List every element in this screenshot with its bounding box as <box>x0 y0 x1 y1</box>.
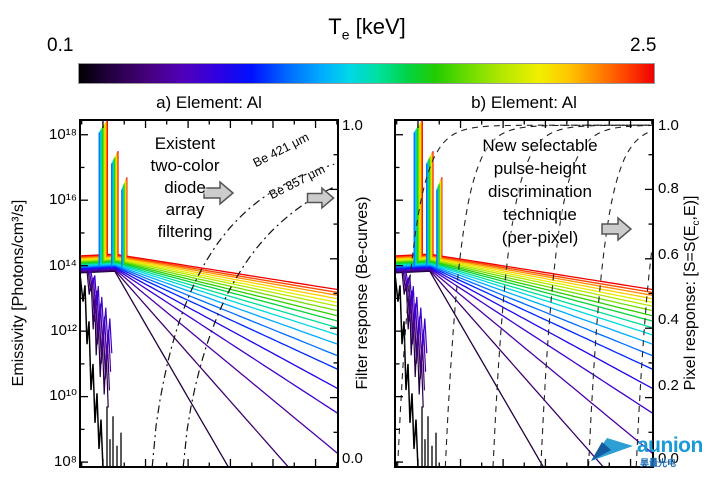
annotation-line: New selectable <box>482 136 598 155</box>
panel-b-annotation: New selectable pulse-height discriminati… <box>482 134 597 249</box>
colorbar-max-label: 2.5 <box>630 35 657 56</box>
emissivity-tick: 10¹⁰ <box>49 387 77 404</box>
watermark-brand: aunion <box>637 434 703 457</box>
emissivity-axis-label: Emissivity [Photons/cm³/s] <box>10 199 27 387</box>
pixel-tick: 0.6 <box>658 246 679 263</box>
annotation-line: two-color <box>150 156 220 175</box>
annotation-line: technique <box>503 205 577 224</box>
emissivity-tick: 10¹⁸ <box>48 126 77 143</box>
panel-a-annotation: Existent two-color diode array filtering <box>151 133 220 243</box>
pixel-tick: 1.0 <box>658 117 679 134</box>
annotation-line: Existent <box>154 134 216 153</box>
pixel-tick: 0.8 <box>658 180 679 197</box>
watermark-cn-text: 昊量光电 <box>640 458 677 468</box>
pixel-tick: 0.0 <box>658 450 679 467</box>
annotation-line: pulse-height <box>493 159 587 178</box>
filter-tick: 1.0 <box>342 117 363 134</box>
pixel-tick: 0.4 <box>658 311 679 328</box>
panel-b-title: b) Element: Al <box>471 93 577 112</box>
emissivity-tick: 10⁸ <box>53 453 77 470</box>
emissivity-tick: 10¹⁶ <box>49 191 77 208</box>
emissivity-tick: 10¹² <box>50 322 77 339</box>
annotation-line: discrimination <box>488 182 592 201</box>
filter-tick: 0.0 <box>342 450 363 467</box>
annotation-line: (per-pixel) <box>501 228 579 247</box>
block-arrow-icon <box>203 180 235 206</box>
te-colorbar <box>78 63 655 84</box>
watermark-logo-icon <box>591 438 633 461</box>
annotation-line: array <box>165 200 205 219</box>
colorbar-title: Te [keV] <box>328 14 406 43</box>
annotation-line: diode <box>164 178 206 197</box>
emissivity-tick: 10¹⁴ <box>48 257 77 274</box>
filter-response-axis-label: Filter response (Be-curves) <box>354 196 371 390</box>
block-arrow-icon <box>306 186 335 210</box>
pixel-response-axis-label: Pixel response: [S=S(Ec,E)] <box>681 195 703 391</box>
block-arrow-icon <box>601 216 633 242</box>
pixel-tick: 0.2 <box>658 377 679 394</box>
annotation-line: filtering <box>157 222 213 241</box>
panel-a-title: a) Element: Al <box>156 93 262 112</box>
colorbar-min-label: 0.1 <box>47 35 74 56</box>
